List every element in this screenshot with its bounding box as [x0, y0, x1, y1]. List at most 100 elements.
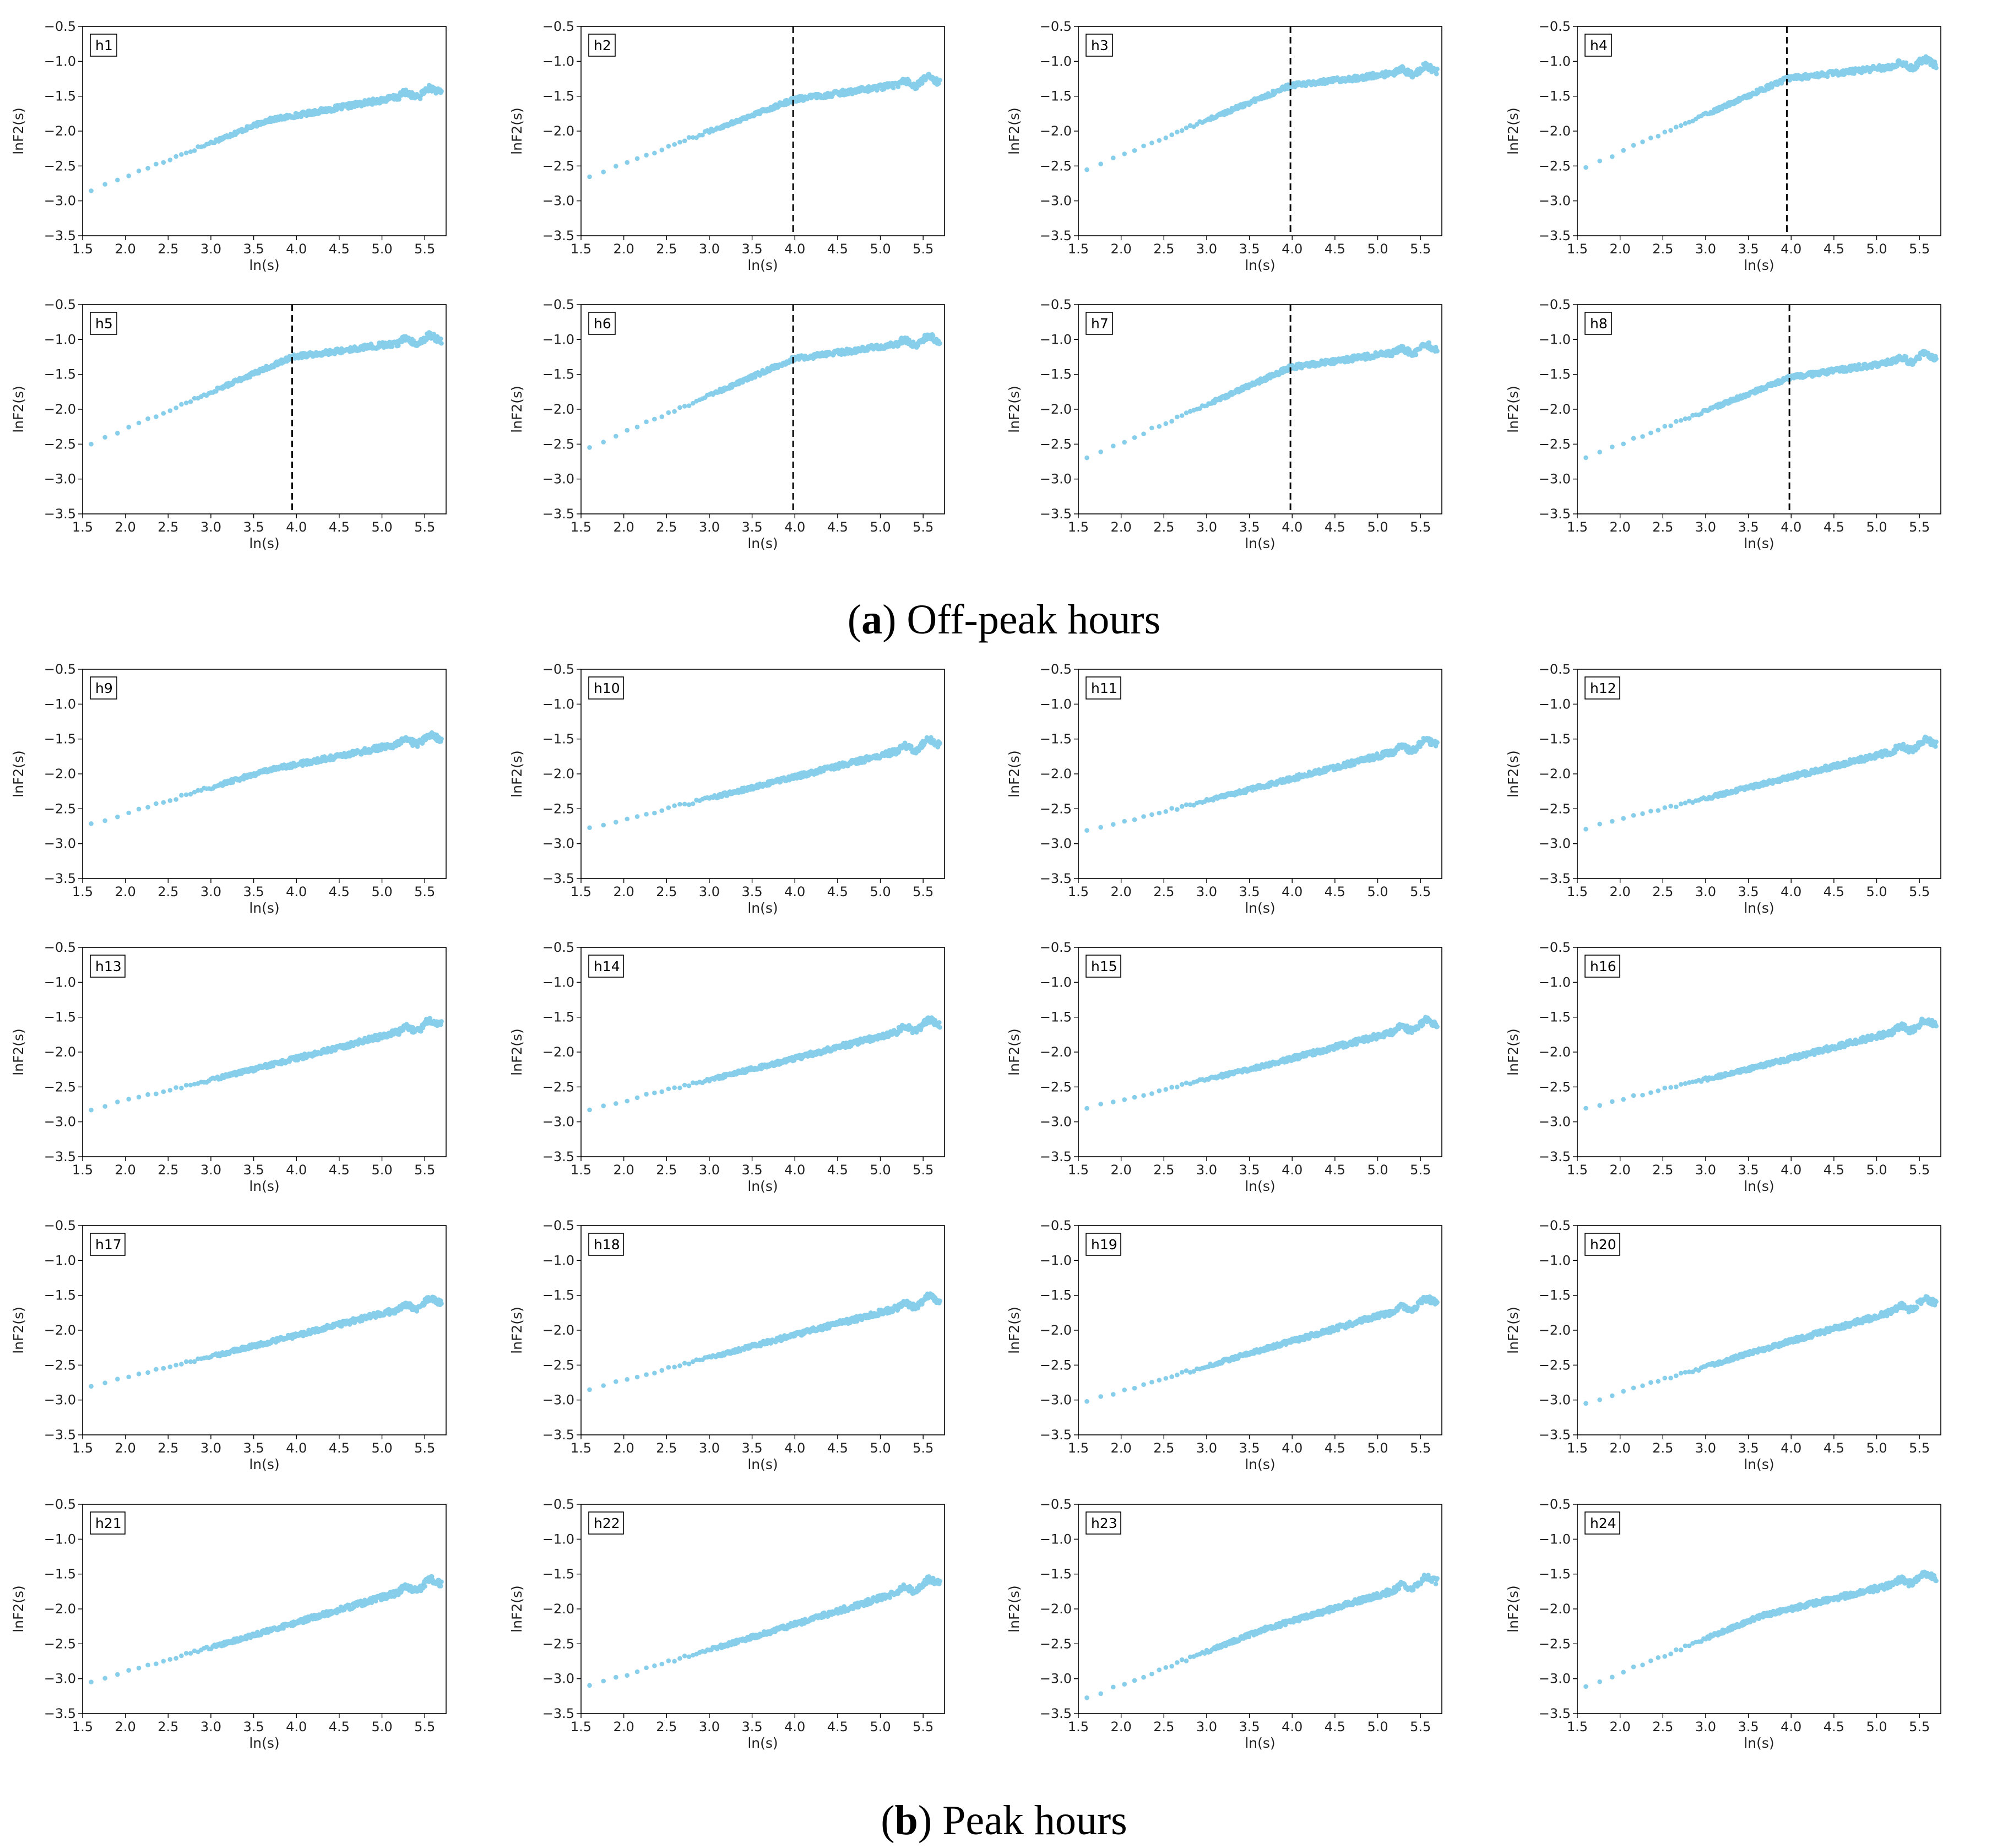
- data-point: [161, 160, 166, 165]
- x-tick-label: 1.5: [571, 241, 591, 257]
- panel-h6: 1.5 2.0 2.5 3.0 3.5 4.0 4.5 5.0 5.5−0.5−1.0−1.5−…: [509, 297, 945, 551]
- panel-label-h9: h9: [95, 680, 113, 696]
- data-point: [145, 416, 150, 421]
- x-tick-label: 4.0: [784, 884, 805, 899]
- y-tick-label: −3.0: [1539, 836, 1571, 852]
- y-tick-label: −0.5: [44, 662, 76, 677]
- data-point: [666, 410, 671, 415]
- data-point: [1175, 807, 1180, 812]
- y-tick-label: −1.0: [44, 53, 76, 69]
- y-tick-label: −2.0: [1040, 402, 1072, 417]
- data-point: [1648, 430, 1653, 436]
- data-point: [161, 800, 166, 805]
- data-point: [1132, 148, 1137, 153]
- data-point: [1169, 419, 1174, 424]
- data-point: [1668, 804, 1673, 809]
- data-point: [1163, 809, 1169, 814]
- x-tick-label: 5.5: [414, 241, 435, 257]
- data-point: [634, 814, 640, 819]
- data-point: [601, 169, 606, 175]
- data-point: [426, 88, 431, 94]
- y-tick-label: −2.5: [542, 158, 574, 174]
- data-point: [1610, 154, 1615, 159]
- y-axis-label-h12: lnF2(s): [1505, 750, 1521, 798]
- y-tick-label: −1.0: [542, 53, 574, 69]
- x-tick-label: 1.5: [1567, 519, 1588, 535]
- x-tick-label: 4.0: [784, 241, 805, 257]
- data-point: [126, 425, 132, 430]
- data-point: [115, 1099, 120, 1104]
- x-tick-label: 5.5: [1909, 519, 1930, 535]
- data-point: [1098, 161, 1103, 167]
- data-point: [439, 89, 444, 94]
- data-point: [614, 164, 618, 169]
- data-point: [601, 440, 606, 445]
- data-point: [1678, 123, 1684, 128]
- x-tick-label: 2.0: [1610, 884, 1631, 899]
- x-tick-label: 5.5: [913, 884, 934, 899]
- data-point: [644, 153, 649, 158]
- y-tick-label: −1.5: [542, 89, 574, 104]
- x-tick-label: 4.0: [1282, 519, 1303, 535]
- x-tick-label: 3.5: [742, 884, 763, 899]
- y-tick-label: −3.0: [44, 193, 76, 209]
- y-tick-label: −3.0: [542, 472, 574, 487]
- data-point: [126, 1097, 132, 1102]
- y-tick-label: −2.0: [44, 766, 76, 782]
- x-tick-label: 3.0: [200, 884, 221, 899]
- data-point: [682, 801, 687, 807]
- x-tick-label: 3.5: [1738, 884, 1759, 899]
- x-tick-label: 2.0: [614, 884, 634, 899]
- data-point: [167, 158, 173, 162]
- y-tick-label: −2.0: [1539, 402, 1571, 417]
- y-tick-label: −1.5: [1539, 89, 1571, 104]
- plot-background-h8: [1577, 305, 1941, 514]
- data-point: [136, 169, 142, 174]
- data-point: [677, 405, 682, 410]
- data-point: [1640, 811, 1645, 816]
- y-tick-label: −2.0: [1040, 123, 1072, 139]
- y-tick-label: −3.5: [1040, 506, 1072, 522]
- y-tick-label: −1.0: [1040, 53, 1072, 69]
- x-tick-label: 1.5: [1068, 884, 1089, 899]
- y-tick-label: −2.5: [44, 158, 76, 174]
- data-point: [1648, 809, 1653, 814]
- y-tick-label: −3.0: [1539, 193, 1571, 209]
- data-point: [136, 806, 142, 812]
- data-point: [1621, 441, 1626, 447]
- data-point: [652, 150, 657, 156]
- y-tick-label: −3.5: [542, 871, 574, 886]
- data-point: [1668, 423, 1673, 429]
- data-point: [1175, 129, 1180, 134]
- y-tick-label: −1.0: [1539, 332, 1571, 347]
- data-point: [89, 188, 94, 193]
- x-axis-label-h12: ln(s): [1744, 900, 1774, 916]
- x-tick-label: 3.0: [699, 884, 720, 899]
- data-point: [1610, 819, 1615, 824]
- x-tick-label: 4.5: [1325, 519, 1345, 535]
- x-axis-label-h6: ln(s): [747, 535, 778, 551]
- data-point: [1934, 65, 1939, 71]
- y-axis-label-h2: lnF2(s): [509, 107, 525, 155]
- x-tick-label: 3.5: [742, 241, 763, 257]
- data-point: [102, 182, 107, 187]
- data-point: [1163, 136, 1169, 140]
- y-tick-label: −3.0: [44, 836, 76, 852]
- data-point: [1583, 165, 1588, 170]
- y-tick-label: −0.5: [542, 19, 574, 34]
- x-tick-label: 5.5: [1410, 519, 1431, 535]
- y-tick-label: −2.0: [542, 123, 574, 139]
- y-tick-label: −3.5: [542, 506, 574, 522]
- data-point: [1122, 440, 1127, 445]
- data-point: [652, 416, 657, 422]
- x-tick-label: 5.0: [371, 884, 392, 899]
- data-point: [1934, 739, 1939, 745]
- x-axis-label-h7: ln(s): [1245, 535, 1275, 551]
- data-point: [1434, 71, 1439, 77]
- data-point: [672, 803, 677, 809]
- x-axis-label-h4: ln(s): [1744, 257, 1774, 273]
- y-tick-label: −1.5: [542, 731, 574, 747]
- y-tick-label: −2.0: [44, 123, 76, 139]
- data-point: [930, 333, 936, 339]
- data-point: [397, 97, 401, 102]
